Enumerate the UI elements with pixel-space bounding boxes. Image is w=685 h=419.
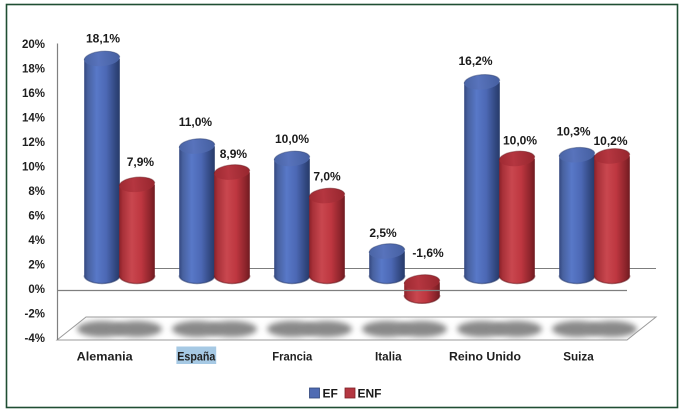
svg-text:12%: 12%: [22, 137, 45, 149]
svg-text:-4%: -4%: [25, 333, 45, 345]
svg-text:0%: 0%: [28, 284, 45, 296]
svg-text:Francia: Francia: [272, 351, 312, 364]
svg-text:-2%: -2%: [25, 309, 45, 321]
svg-text:ENF: ENF: [358, 387, 382, 401]
svg-text:6%: 6%: [28, 211, 45, 223]
svg-text:10,0%: 10,0%: [275, 132, 309, 146]
svg-text:10,3%: 10,3%: [557, 124, 591, 138]
svg-text:España: España: [177, 351, 215, 364]
svg-text:10,2%: 10,2%: [593, 134, 627, 148]
svg-text:7,9%: 7,9%: [127, 155, 155, 169]
svg-text:-1,6%: -1,6%: [412, 246, 444, 260]
svg-text:EF: EF: [323, 387, 338, 401]
svg-text:10,0%: 10,0%: [503, 134, 537, 148]
svg-text:Reino Unido: Reino Unido: [449, 351, 521, 364]
svg-text:Italia: Italia: [375, 351, 402, 364]
svg-text:4%: 4%: [28, 235, 45, 247]
svg-text:8,9%: 8,9%: [220, 147, 248, 161]
svg-text:2,5%: 2,5%: [369, 226, 397, 240]
svg-text:11,0%: 11,0%: [179, 115, 213, 129]
svg-text:14%: 14%: [22, 113, 45, 125]
svg-text:7,0%: 7,0%: [313, 170, 341, 184]
svg-text:18,1%: 18,1%: [86, 32, 120, 46]
svg-text:Suiza: Suiza: [563, 351, 594, 364]
svg-text:20%: 20%: [22, 39, 45, 51]
svg-text:16%: 16%: [22, 88, 45, 100]
svg-text:16,2%: 16,2%: [458, 54, 492, 68]
svg-text:Alemania: Alemania: [77, 351, 134, 364]
svg-text:8%: 8%: [28, 186, 45, 198]
svg-text:2%: 2%: [28, 260, 45, 272]
svg-text:18%: 18%: [22, 64, 45, 76]
svg-text:10%: 10%: [22, 162, 45, 174]
